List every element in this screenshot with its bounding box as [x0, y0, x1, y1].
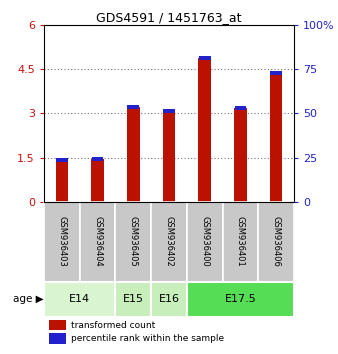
Text: E16: E16: [159, 294, 179, 304]
Bar: [223, 202, 258, 281]
Bar: [56, 158, 68, 162]
Bar: [55, 160, 68, 202]
Bar: [187, 202, 223, 281]
Text: transformed count: transformed count: [71, 321, 156, 330]
Text: GSM936401: GSM936401: [236, 217, 245, 267]
Bar: [270, 73, 283, 202]
Bar: [91, 159, 104, 202]
Bar: [44, 202, 80, 281]
Bar: [92, 157, 103, 161]
Text: GSM936404: GSM936404: [93, 217, 102, 267]
Bar: [49, 333, 67, 344]
Text: GSM936403: GSM936403: [57, 216, 66, 267]
Bar: [163, 109, 175, 113]
Bar: [127, 105, 139, 109]
Text: GSM936406: GSM936406: [272, 216, 281, 267]
Bar: [270, 71, 282, 75]
Text: GSM936402: GSM936402: [165, 217, 173, 267]
Bar: [127, 107, 140, 202]
Bar: [115, 281, 151, 316]
Bar: [234, 108, 247, 202]
Text: E15: E15: [123, 294, 144, 304]
Title: GDS4591 / 1451763_at: GDS4591 / 1451763_at: [96, 11, 242, 24]
Text: percentile rank within the sample: percentile rank within the sample: [71, 334, 224, 343]
Bar: [151, 281, 187, 316]
Bar: [199, 56, 211, 60]
Bar: [44, 281, 115, 316]
Bar: [235, 106, 246, 110]
Bar: [258, 202, 294, 281]
Bar: [115, 202, 151, 281]
Text: age ▶: age ▶: [13, 294, 44, 304]
Bar: [49, 320, 67, 330]
Text: GSM936405: GSM936405: [129, 217, 138, 267]
Text: E14: E14: [69, 294, 90, 304]
Text: GSM936400: GSM936400: [200, 217, 209, 267]
Bar: [187, 281, 294, 316]
Bar: [80, 202, 115, 281]
Bar: [163, 112, 175, 202]
Text: E17.5: E17.5: [224, 294, 256, 304]
Bar: [198, 58, 211, 202]
Bar: [151, 202, 187, 281]
